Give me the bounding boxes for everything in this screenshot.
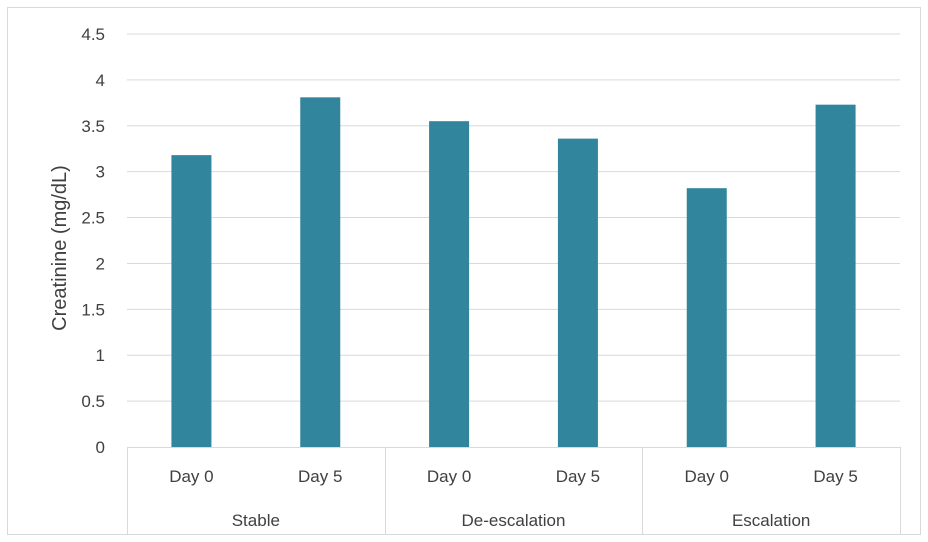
x-tick-label: Day 0: [685, 467, 729, 486]
bar: [815, 104, 856, 448]
bar: [557, 138, 598, 448]
x-tick-label: Day 0: [169, 467, 213, 486]
y-tick-label: 1.5: [81, 300, 105, 319]
bar: [171, 155, 212, 447]
x-tick-label: Day 5: [298, 467, 342, 486]
group-label: Escalation: [732, 511, 810, 530]
y-tick-label: 0: [96, 438, 105, 457]
y-tick-label: 2: [96, 254, 105, 273]
x-tick-label: Day 0: [427, 467, 471, 486]
bar: [686, 188, 727, 448]
gridlines: [127, 33, 900, 402]
bar: [300, 97, 341, 448]
y-tick-label: 3.5: [81, 117, 105, 136]
bar: [429, 121, 470, 447]
y-tick-label: 0.5: [81, 392, 105, 411]
x-tick-label: Day 5: [813, 467, 857, 486]
x-axis: Day 0 Day 5 Day 0 Day 5 Day 0 Day 5 Stable De-e…: [127, 447, 901, 535]
group-label: De-escalation: [462, 511, 566, 530]
y-tick-label: 4: [96, 71, 105, 90]
x-tick-label: Day 5: [556, 467, 600, 486]
bars: [171, 97, 856, 448]
y-axis-ticks: 0 0.5 1 1.5 2 2.5 3 3.5 4 4.5: [81, 25, 105, 457]
y-tick-label: 3: [96, 163, 105, 182]
y-tick-label: 2.5: [81, 209, 105, 228]
group-label: Stable: [232, 511, 280, 530]
y-tick-label: 1: [96, 346, 105, 365]
y-tick-label: 4.5: [81, 25, 105, 44]
y-axis-label: Creatinine (mg/dL): [49, 165, 71, 331]
